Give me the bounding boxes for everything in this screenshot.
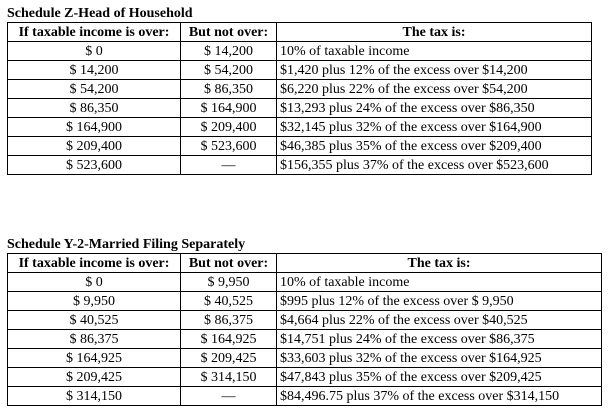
table-cell: $ 314,150 xyxy=(7,386,181,406)
table-cell: $ 209,400 xyxy=(7,136,181,156)
table-cell: $995 plus 12% of the excess over $ 9,950 xyxy=(276,291,602,311)
table-row: $ 86,350 $ 164,900 $13,293 plus 24% of the… xyxy=(7,98,592,118)
table-row: $ 209,425 $ 314,150 $47,843 plus 35% of th… xyxy=(7,367,602,387)
schedule-title: Schedule Y-2-Married Filing Separately xyxy=(7,237,246,252)
table-cell: $ 209,425 xyxy=(7,367,181,387)
table-cell: $ 164,925 xyxy=(180,329,277,349)
table-row: $ 40,525 $ 86,375 $4,664 plus 22% of the e… xyxy=(7,310,602,330)
table-cell: $ 0 xyxy=(7,272,181,292)
table-cell: $4,664 plus 22% of the excess over $40,5… xyxy=(276,310,602,330)
table-cell: $6,220 plus 22% of the excess over $54,2… xyxy=(276,79,592,99)
tax-table: If taxable income is over: But not over: T… xyxy=(7,22,592,175)
table-cell: $ 209,400 xyxy=(180,117,277,137)
table-row: $ 0 $ 14,200 10% of taxable income xyxy=(7,41,592,61)
schedule: Schedule Z-Head of Household If taxable … xyxy=(7,5,592,175)
header-row: If taxable income is over: But not over: T… xyxy=(7,22,592,42)
table-row: $ 314,150— $84,496.75 plus 37% of the exc… xyxy=(7,386,602,406)
table-cell: $ 40,525 xyxy=(7,310,181,330)
table-row: $ 209,400 $ 523,600 $46,385 plus 35% of th… xyxy=(7,136,592,156)
schedule-title: Schedule Z-Head of Household xyxy=(7,6,193,21)
table-row: $ 86,375 $ 164,925 $14,751 plus 24% of the… xyxy=(7,329,602,349)
header-cell: If taxable income is over: xyxy=(7,253,181,273)
table-cell: $84,496.75 plus 37% of the excess over $… xyxy=(276,386,602,406)
table-cell: $156,355 plus 37% of the excess over $52… xyxy=(276,155,592,175)
table-row: $ 0 $ 9,950 10% of taxable income xyxy=(7,272,602,292)
table-cell: — xyxy=(180,155,277,175)
header-cell: If taxable income is over: xyxy=(7,22,181,42)
table-cell: $ 523,600 xyxy=(180,136,277,156)
table-cell: — xyxy=(180,386,277,406)
table-cell: $ 9,950 xyxy=(7,291,181,311)
table-cell: $ 523,600 xyxy=(7,155,181,175)
header-cell: But not over: xyxy=(180,22,277,42)
table-cell: $ 54,200 xyxy=(180,60,277,80)
table-cell: $47,843 plus 35% of the excess over $209… xyxy=(276,367,602,387)
table-cell: $ 14,200 xyxy=(7,60,181,80)
table-cell: $ 54,200 xyxy=(7,79,181,99)
table-cell: $ 164,925 xyxy=(7,348,181,368)
table-cell: $ 86,375 xyxy=(180,310,277,330)
table-row: $ 14,200 $ 54,200 $1,420 plus 12% of the e… xyxy=(7,60,592,80)
header-cell: The tax is: xyxy=(276,22,592,42)
table-cell: $ 40,525 xyxy=(180,291,277,311)
table-cell: $46,385 plus 35% of the excess over $209… xyxy=(276,136,592,156)
header-cell: But not over: xyxy=(180,253,277,273)
table-cell: $ 164,900 xyxy=(180,98,277,118)
table-cell: $1,420 plus 12% of the excess over $14,2… xyxy=(276,60,592,80)
table-row: $ 164,925 $ 209,425 $33,603 plus 32% of th… xyxy=(7,348,602,368)
table-cell: $ 209,425 xyxy=(180,348,277,368)
table-row: $ 9,950 $ 40,525 $995 plus 12% of the exce… xyxy=(7,291,602,311)
table-cell: $33,603 plus 32% of the excess over $164… xyxy=(276,348,602,368)
table-cell: $13,293 plus 24% of the excess over $86,… xyxy=(276,98,592,118)
table-cell: $ 86,350 xyxy=(180,79,277,99)
table-cell: $ 86,350 xyxy=(7,98,181,118)
table-cell: 10% of taxable income xyxy=(276,41,592,61)
tax-table: If taxable income is over: But not over: T… xyxy=(7,253,602,406)
table-row: $ 164,900 $ 209,400 $32,145 plus 32% of th… xyxy=(7,117,592,137)
header-cell: The tax is: xyxy=(276,253,602,273)
header-row: If taxable income is over: But not over: T… xyxy=(7,253,602,273)
table-cell: $ 9,950 xyxy=(180,272,277,292)
table-cell: 10% of taxable income xyxy=(276,272,602,292)
table-cell: $14,751 plus 24% of the excess over $86,… xyxy=(276,329,602,349)
table-cell: $32,145 plus 32% of the excess over $164… xyxy=(276,117,592,137)
table-row: $ 54,200 $ 86,350 $6,220 plus 22% of the e… xyxy=(7,79,592,99)
schedule: Schedule Y-2-Married Filing Separately I… xyxy=(7,236,602,406)
table-cell: $ 0 xyxy=(7,41,181,61)
table-cell: $ 14,200 xyxy=(180,41,277,61)
table-cell: $ 314,150 xyxy=(180,367,277,387)
table-row: $ 523,600— $156,355 plus 37% of the exces… xyxy=(7,155,592,175)
table-cell: $ 164,900 xyxy=(7,117,181,137)
table-cell: $ 86,375 xyxy=(7,329,181,349)
